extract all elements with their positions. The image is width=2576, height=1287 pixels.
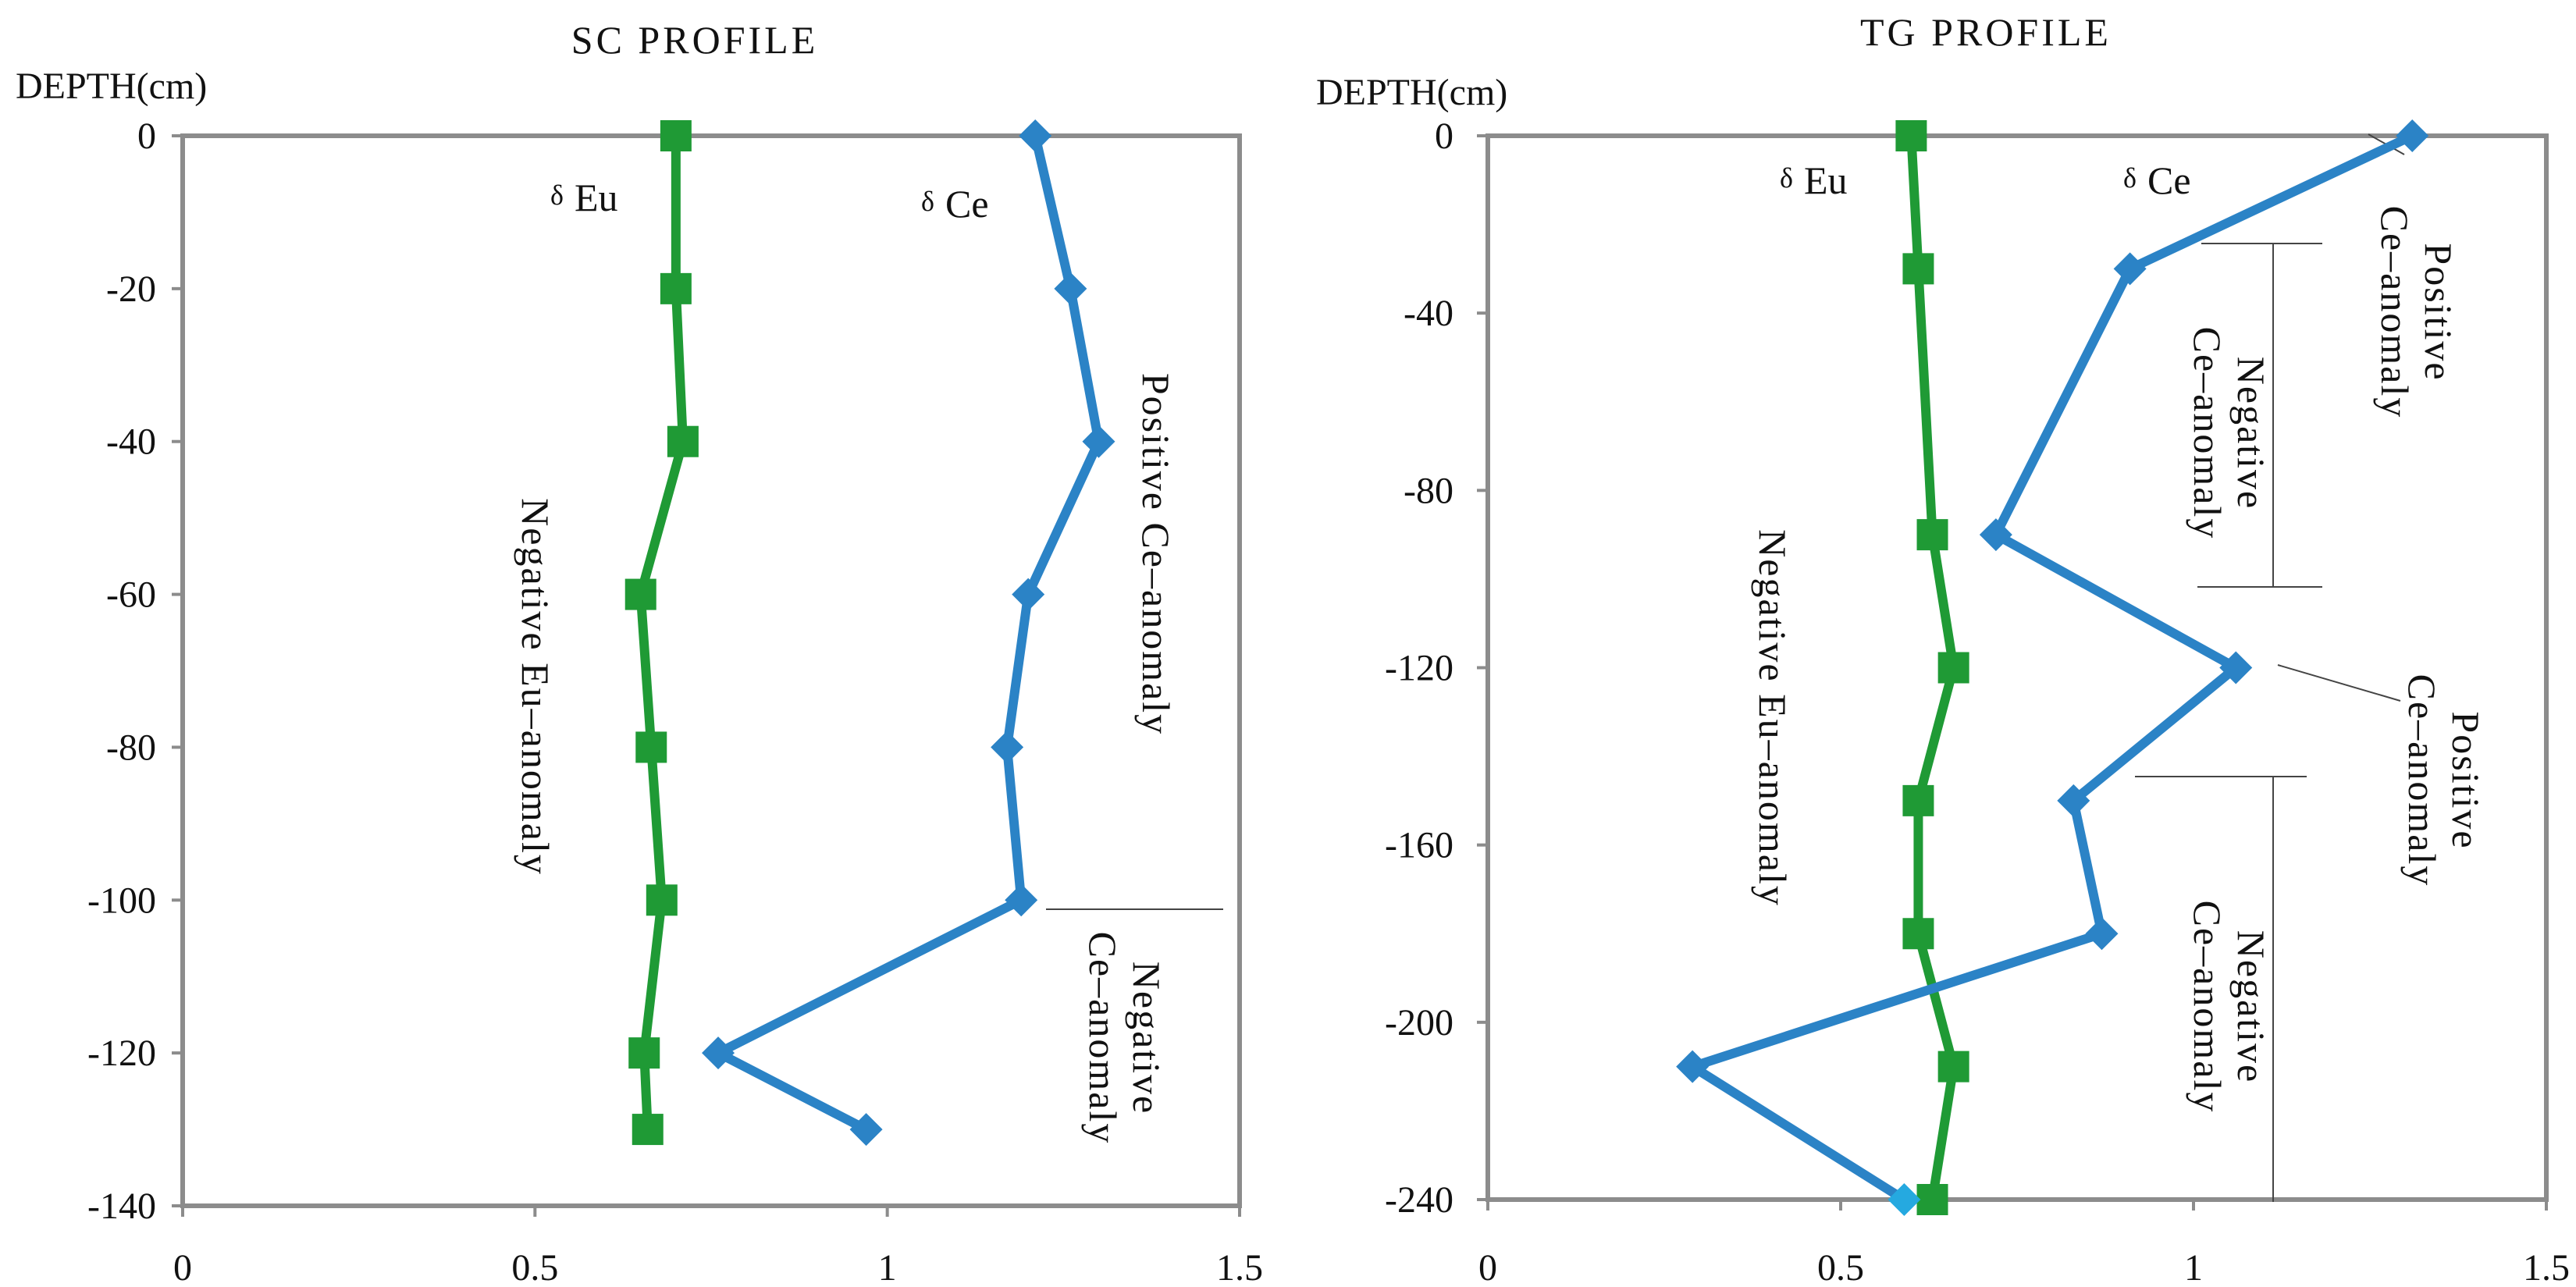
tg-ce-point [2085,917,2119,951]
tg-pos-ce-2-leader [2277,664,2401,702]
sc-y-tick-label: -40 [106,421,156,463]
sc-y-tick-label: -140 [87,1186,156,1227]
tg-eu-point [1916,1184,1948,1215]
tg-ce-point [2219,651,2253,684]
tg-eu-series-line [1906,135,1959,1200]
tg-ce-point [1979,518,2012,552]
tg-neg-ce-1-annotation: NegativeCe–anomaly [2186,327,2273,540]
tg-y-tick-label: -80 [1404,470,1453,511]
tg-eu-point [1895,120,1927,151]
sc-x-tick-label: 0 [173,1247,192,1287]
sc-pos-ce-annotation: Positive Ce–anomaly [1134,373,1178,735]
tg-y-tick-label: -200 [1385,1002,1453,1043]
tg-chart: TG PROFILEDEPTH(cm)0-40-80-120-160-200-2… [1316,10,2570,1287]
sc-eu-point [632,1114,664,1146]
sc-ce-point [1082,425,1115,458]
sc-y-tick-label: 0 [137,116,156,157]
tg-y-axis-label: DEPTH(cm) [1316,72,1507,113]
tg-eu-point [1937,1051,1969,1083]
tg-ce-point [1676,1050,1710,1083]
tg-y-tick-label: -120 [1385,648,1453,689]
tg-eu-series-label: δ Eu [1780,158,1848,202]
tg-neg-eu-annotation: Negative Eu–anomaly [1751,529,1795,907]
tg-eu-point [1902,253,1934,285]
sc-eu-series-line [635,136,688,1130]
sc-y-tick-label: -120 [87,1033,156,1074]
sc-eu-point [646,884,678,916]
sc-y-axis-label: DEPTH(cm) [16,66,207,107]
sc-y-tick-label: -60 [106,574,156,616]
tg-pos-ce-1-annotation: PositiveCe–anomaly [2373,206,2460,419]
tg-ce-series-label: δ Ce [2123,158,2191,202]
tg-ce-series-line [1688,131,2414,1204]
sc-ce-point [1005,883,1038,917]
tg-eu-point [1937,652,1969,684]
sc-ce-point [1012,578,1045,611]
tg-x-tick-label: 1.5 [2523,1247,2570,1287]
sc-x-tick-label: 1 [878,1247,897,1287]
sc-neg-eu-annotation: Negative Eu–anomaly [514,498,557,876]
tg-x-tick-label: 1 [2184,1247,2203,1287]
sc-y-tick-label: -100 [87,880,156,921]
tg-eu-point [1902,918,1934,950]
sc-eu-point [667,425,699,457]
tg-x-tick-label: 0 [1478,1247,1497,1287]
sc-plot-frame [180,133,1242,1208]
sc-ce-series-line [713,134,1104,1134]
tg-y-tick-label: -160 [1385,825,1453,866]
tg-ce-point [2057,784,2090,817]
sc-ce-point [849,1113,883,1147]
sc-eu-point [660,272,692,304]
sc-ce-point [991,731,1024,764]
sc-eu-point [635,731,667,763]
sc-eu-point [660,120,692,151]
sc-x-tick-label: 0.5 [511,1247,558,1287]
tg-ce-point [1888,1183,1921,1216]
sc-eu-point [628,1037,660,1069]
sc-ce-point [1054,272,1087,305]
sc-eu-point [624,578,656,610]
sc-y-tick-label: -80 [106,727,156,768]
tg-pos-ce-2-annotation: PositiveCe–anomaly [2400,674,2488,887]
tg-y-tick-label: 0 [1435,116,1453,157]
sc-chart-title: SC PROFILE [571,18,818,62]
tg-neg-ce-2-annotation: NegativeCe–anomaly [2186,901,2273,1114]
sc-ce-point [702,1036,735,1070]
tg-y-tick-label: -40 [1404,293,1453,334]
sc-ce-series-label: δ Ce [921,182,989,226]
tg-ce-point [2396,119,2429,152]
sc-ce-point [1019,119,1052,152]
sc-y-tick-label: -20 [106,268,156,310]
tg-eu-point [1902,784,1934,816]
tg-eu-point [1916,519,1948,551]
sc-eu-series-label: δ Eu [550,176,618,219]
sc-x-tick-label: 1.5 [1216,1247,1263,1287]
sc-neg-ce-annotation: NegativeCe–anomaly [1081,932,1169,1145]
tg-x-tick-label: 0.5 [1817,1247,1864,1287]
tg-chart-title: TG PROFILE [1860,10,2112,54]
sc-chart: SC PROFILE DEPTH(cm) 0 -20 -40 -60 -80 -100 -120… [16,18,1263,1287]
tg-y-tick-label: -240 [1385,1179,1453,1221]
tg-ce-point [2113,252,2147,286]
